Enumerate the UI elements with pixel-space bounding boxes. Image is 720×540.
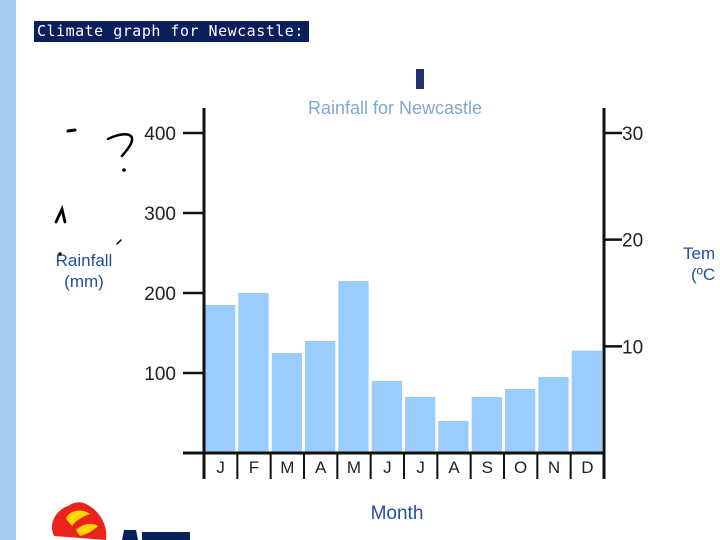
x-tick-label-0: J bbox=[216, 458, 225, 477]
bar-0 bbox=[205, 305, 236, 453]
x-tick-label-11: D bbox=[581, 458, 593, 477]
pen-dash-mark bbox=[66, 128, 77, 133]
logo-yellow-shape-2 bbox=[76, 523, 98, 536]
x-axis-label: Month bbox=[371, 503, 424, 524]
bar-8 bbox=[471, 397, 502, 453]
y2-axis-label-line-1: Tem bbox=[683, 244, 715, 263]
y-axis-label-line-2: (mm) bbox=[64, 272, 104, 291]
left-border-strip bbox=[0, 0, 16, 540]
bars-group bbox=[205, 281, 602, 453]
y2-axis-label-line-2: (ºC bbox=[691, 265, 715, 284]
y-tick-label-2: 300 bbox=[144, 204, 176, 225]
x-tick-label-4: M bbox=[347, 458, 361, 477]
page-heading: Climate graph for Newcastle: bbox=[34, 21, 309, 42]
y2-tick-label-2: 30 bbox=[622, 124, 643, 145]
bar-4 bbox=[338, 281, 369, 453]
y-ticks-group: 100 200 300 400 bbox=[144, 124, 204, 385]
bar-2 bbox=[271, 353, 302, 453]
logo-letter-fragment bbox=[122, 530, 138, 540]
pen-dot-mark-2 bbox=[58, 252, 62, 256]
logo-yellow-shape bbox=[66, 510, 90, 526]
chart-title: Rainfall for Newcastle bbox=[308, 98, 482, 118]
cursor-mark bbox=[416, 69, 424, 89]
bar-1 bbox=[238, 293, 269, 453]
x-tick-label-7: A bbox=[448, 458, 460, 477]
bar-10 bbox=[538, 377, 569, 453]
pen-tick-mark bbox=[116, 239, 122, 245]
x-tick-label-2: M bbox=[280, 458, 294, 477]
bar-5 bbox=[371, 381, 402, 453]
y-axis-label-line-1: Rainfall bbox=[56, 251, 113, 270]
y-tick-label-1: 200 bbox=[144, 284, 176, 305]
bar-9 bbox=[505, 389, 536, 453]
pen-dot-mark bbox=[122, 168, 126, 172]
bar-11 bbox=[571, 350, 602, 453]
logo-red-shape bbox=[51, 502, 107, 540]
y2-tick-label-1: 20 bbox=[622, 231, 643, 252]
x-tick-label-3: A bbox=[315, 458, 327, 477]
x-tick-label-8: S bbox=[482, 458, 493, 477]
x-tick-label-1: F bbox=[249, 458, 259, 477]
y2-tick-label-0: 10 bbox=[622, 337, 643, 358]
x-tick-label-5: J bbox=[383, 458, 392, 477]
y-tick-label-0: 100 bbox=[144, 364, 176, 385]
publisher-logo bbox=[51, 502, 190, 540]
bar-3 bbox=[305, 341, 336, 453]
y2-ticks-group: 10 20 30 bbox=[604, 124, 643, 358]
y-tick-label-3: 400 bbox=[144, 124, 176, 145]
pen-caret-mark bbox=[54, 204, 67, 224]
x-tick-label-9: O bbox=[514, 458, 527, 477]
x-tick-label-6: J bbox=[416, 458, 425, 477]
bar-6 bbox=[405, 397, 436, 453]
handwritten-annotations bbox=[54, 128, 134, 256]
x-tick-label-10: N bbox=[548, 458, 560, 477]
pen-question-mark bbox=[106, 133, 134, 158]
bar-7 bbox=[438, 421, 469, 453]
logo-wordmark-fragment bbox=[142, 532, 190, 540]
